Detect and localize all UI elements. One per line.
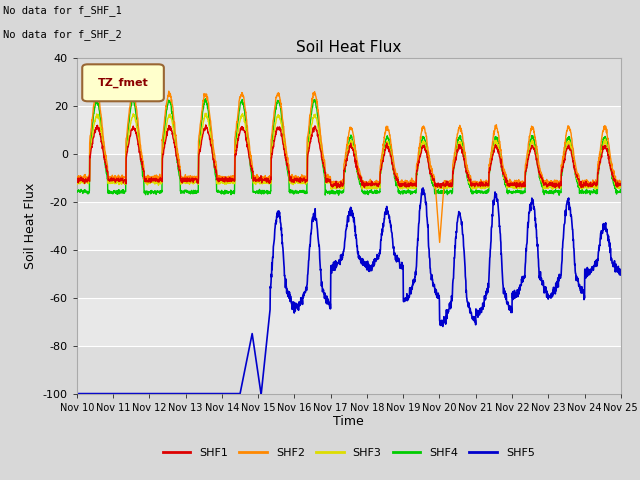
Text: No data for f_SHF_1: No data for f_SHF_1 [3, 5, 122, 16]
Title: Soil Heat Flux: Soil Heat Flux [296, 40, 401, 55]
Text: TZ_fmet: TZ_fmet [98, 78, 148, 88]
Bar [77, 106, 621, 154]
Bar [77, 346, 621, 394]
Bar [77, 250, 621, 298]
FancyBboxPatch shape [82, 64, 164, 101]
Y-axis label: Soil Heat Flux: Soil Heat Flux [24, 182, 37, 269]
Text: No data for f_SHF_2: No data for f_SHF_2 [3, 29, 122, 40]
Bar [77, 58, 621, 106]
X-axis label: Time: Time [333, 415, 364, 429]
Bar [77, 154, 621, 202]
Bar [77, 202, 621, 250]
Bar [77, 298, 621, 346]
Legend: SHF1, SHF2, SHF3, SHF4, SHF5: SHF1, SHF2, SHF3, SHF4, SHF5 [158, 443, 540, 462]
